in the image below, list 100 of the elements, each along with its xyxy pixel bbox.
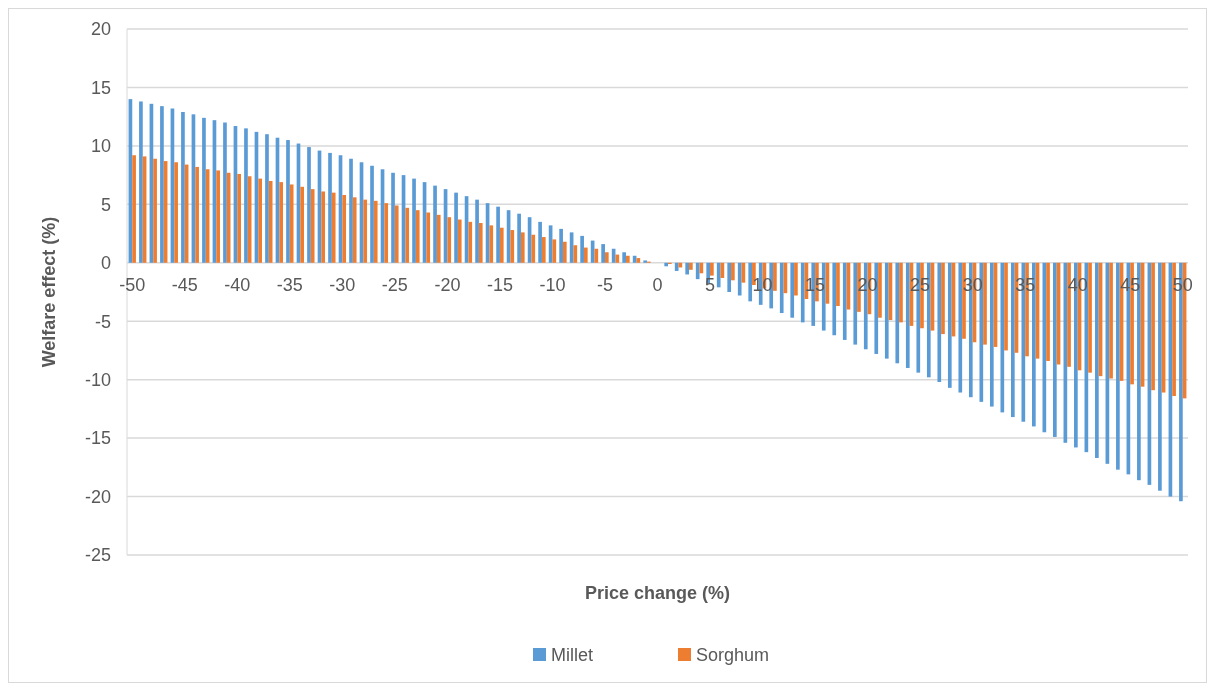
x-tick-label: -35	[276, 274, 303, 295]
bar	[594, 248, 599, 263]
bar	[737, 262, 742, 296]
x-tick-label: -40	[224, 274, 251, 295]
bar	[538, 221, 542, 263]
x-tick-label: -30	[329, 274, 356, 295]
bar	[223, 122, 227, 263]
bar	[331, 192, 336, 263]
x-tick-label: 40	[1067, 274, 1088, 295]
bar	[752, 262, 756, 285]
bar	[286, 140, 290, 263]
bar	[457, 219, 462, 263]
bar	[499, 227, 504, 263]
x-tick-label: 5	[705, 274, 716, 295]
bar	[779, 262, 784, 314]
x-tick-label: -20	[434, 274, 461, 295]
bar	[328, 152, 332, 263]
bar	[426, 212, 431, 263]
bar	[321, 191, 326, 263]
y-tick-label: 10	[90, 136, 111, 157]
bar	[541, 237, 546, 263]
bar	[895, 262, 900, 364]
bar	[342, 194, 347, 263]
x-tick-label: 25	[910, 274, 931, 295]
bar	[265, 134, 269, 263]
y-tick-label: 5	[100, 194, 111, 215]
y-tick-label: -20	[84, 486, 111, 507]
bar	[391, 172, 395, 263]
x-tick-label: -45	[171, 274, 198, 295]
bar	[710, 262, 714, 276]
bar	[853, 262, 858, 345]
bar	[496, 206, 500, 263]
bar	[689, 262, 693, 270]
legend-label: Millet	[551, 645, 594, 666]
bar	[643, 260, 647, 263]
bar	[132, 155, 136, 263]
bar	[604, 252, 609, 263]
bar	[310, 189, 315, 263]
bar	[552, 239, 557, 263]
bar	[958, 262, 963, 393]
bar	[289, 184, 294, 263]
bar	[790, 262, 795, 318]
x-tick-label: 45	[1120, 274, 1141, 295]
bar	[674, 262, 679, 271]
bar	[244, 128, 248, 263]
bar	[489, 225, 494, 263]
x-tick-label: 50	[1172, 274, 1193, 295]
bar	[884, 262, 889, 359]
bar	[1088, 262, 1092, 373]
bar	[1053, 262, 1057, 437]
bar	[279, 182, 283, 263]
x-axis-title: Price change (%)	[584, 583, 731, 603]
bar	[1095, 262, 1099, 458]
bar	[615, 254, 620, 263]
bar	[695, 262, 700, 280]
bar	[181, 111, 185, 263]
bar	[601, 244, 605, 263]
legend-label: Sorghum	[696, 645, 770, 666]
bar	[1000, 262, 1005, 413]
y-tick-label: -10	[84, 369, 111, 390]
x-tick-label: -15	[486, 274, 513, 295]
x-tick-label: 10	[752, 274, 773, 295]
bar	[983, 262, 987, 345]
bar	[517, 213, 521, 263]
y-tick-label: -25	[84, 545, 111, 566]
bar	[468, 221, 473, 263]
bar	[727, 262, 732, 292]
bar	[773, 262, 777, 291]
bar	[899, 262, 903, 323]
bar	[1116, 262, 1120, 470]
bar	[794, 262, 798, 296]
bar	[174, 162, 178, 263]
x-tick-label: 35	[1015, 274, 1036, 295]
bar	[800, 262, 805, 323]
bar	[1046, 262, 1050, 361]
y-tick-label: -15	[84, 428, 111, 449]
y-tick-label: 0	[100, 253, 111, 274]
bar	[636, 258, 641, 263]
bar	[562, 241, 567, 263]
x-tick-label: 15	[805, 274, 826, 295]
bar	[436, 214, 441, 263]
bar	[625, 255, 630, 263]
bar	[433, 185, 437, 263]
x-tick-label: -5	[596, 274, 613, 295]
bar	[1151, 262, 1155, 391]
y-axis-title: Welfare effect (%)	[39, 216, 59, 368]
bar	[941, 262, 945, 335]
bar	[258, 178, 262, 263]
bar	[836, 262, 840, 307]
bar	[559, 228, 563, 263]
bar	[384, 203, 389, 263]
bar	[447, 217, 452, 263]
bar	[405, 207, 410, 263]
bar	[202, 117, 206, 263]
bar	[370, 165, 374, 263]
bar	[685, 262, 690, 275]
x-tick-label: 0	[652, 274, 663, 295]
bar	[531, 234, 536, 263]
bar	[905, 262, 910, 368]
bar	[1010, 262, 1015, 418]
